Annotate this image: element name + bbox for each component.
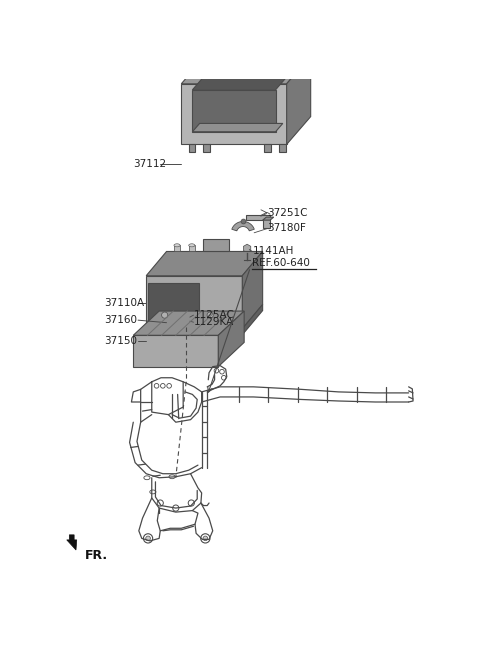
Polygon shape — [218, 311, 244, 367]
Text: 1129KA: 1129KA — [193, 318, 234, 327]
Polygon shape — [133, 311, 244, 335]
Polygon shape — [146, 276, 242, 329]
Text: 37180F: 37180F — [267, 223, 306, 233]
Polygon shape — [192, 73, 290, 90]
Text: 37251C: 37251C — [267, 207, 308, 218]
Text: 37150: 37150 — [104, 337, 137, 346]
Polygon shape — [242, 251, 263, 329]
Polygon shape — [279, 144, 286, 152]
Bar — [174, 245, 180, 251]
Polygon shape — [167, 314, 189, 320]
Polygon shape — [181, 56, 311, 84]
Ellipse shape — [189, 244, 195, 247]
Polygon shape — [146, 251, 263, 276]
Text: REF.60-640: REF.60-640 — [252, 258, 310, 268]
Polygon shape — [264, 144, 271, 152]
Text: FR.: FR. — [85, 548, 108, 562]
Text: 37112: 37112 — [133, 159, 167, 169]
Polygon shape — [287, 56, 311, 144]
Polygon shape — [192, 90, 276, 132]
Polygon shape — [242, 304, 263, 335]
Polygon shape — [204, 239, 229, 251]
Circle shape — [203, 536, 208, 541]
Bar — [189, 245, 195, 251]
Text: 37110A: 37110A — [104, 298, 144, 308]
Polygon shape — [167, 320, 186, 335]
Text: 37160: 37160 — [104, 315, 137, 325]
Polygon shape — [133, 335, 218, 367]
Polygon shape — [246, 215, 270, 228]
Polygon shape — [192, 123, 283, 132]
Polygon shape — [146, 329, 242, 335]
Polygon shape — [67, 535, 77, 550]
Polygon shape — [263, 217, 274, 220]
Polygon shape — [148, 283, 199, 325]
Polygon shape — [189, 144, 195, 152]
Circle shape — [146, 536, 150, 541]
Circle shape — [162, 312, 168, 318]
Polygon shape — [204, 144, 210, 152]
Polygon shape — [232, 222, 254, 231]
Circle shape — [207, 312, 213, 318]
Ellipse shape — [174, 244, 180, 247]
Text: 1125AC: 1125AC — [193, 310, 234, 320]
Polygon shape — [205, 47, 311, 56]
Text: 1141AH: 1141AH — [252, 247, 294, 256]
Polygon shape — [181, 84, 287, 144]
